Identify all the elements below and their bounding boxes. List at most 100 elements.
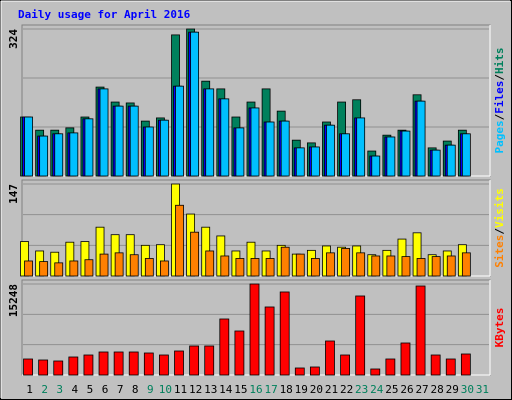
bar bbox=[385, 358, 396, 376]
legend-separator: / bbox=[493, 228, 506, 235]
bar bbox=[160, 119, 169, 177]
bar bbox=[24, 260, 33, 277]
bar bbox=[326, 124, 335, 177]
bar bbox=[279, 291, 290, 376]
bar bbox=[355, 295, 366, 376]
bar bbox=[356, 252, 366, 277]
x-tick-label: 9 bbox=[147, 383, 154, 396]
legend: KBytes bbox=[493, 308, 506, 348]
bar bbox=[310, 146, 320, 177]
bar bbox=[326, 252, 335, 277]
bar bbox=[461, 133, 471, 177]
bar bbox=[69, 132, 79, 177]
bar bbox=[53, 360, 64, 376]
x-tick-label: 8 bbox=[132, 383, 139, 396]
x-tick-label: 27 bbox=[415, 383, 428, 396]
bar bbox=[431, 149, 441, 177]
bar bbox=[144, 258, 154, 277]
x-tick-label: 19 bbox=[295, 383, 308, 396]
bar bbox=[189, 345, 200, 376]
x-tick-label: 15 bbox=[234, 383, 247, 396]
bar bbox=[204, 345, 215, 376]
x-tick-label: 30 bbox=[461, 383, 474, 396]
bar bbox=[69, 260, 79, 277]
bar bbox=[23, 358, 33, 376]
bar bbox=[54, 133, 64, 177]
y-tick-label: 15248 bbox=[7, 284, 20, 317]
bar bbox=[39, 261, 49, 277]
bar bbox=[371, 155, 381, 177]
bar bbox=[430, 354, 441, 376]
x-tick-label: 11 bbox=[174, 383, 187, 396]
bar bbox=[370, 368, 381, 376]
bar bbox=[190, 31, 200, 177]
bar bbox=[431, 256, 441, 277]
x-tick-label: 21 bbox=[325, 383, 338, 396]
x-tick-label: 1 bbox=[26, 383, 33, 396]
bar bbox=[129, 254, 139, 277]
x-tick-label: 5 bbox=[87, 383, 94, 396]
bar bbox=[39, 135, 49, 177]
bar bbox=[294, 367, 305, 376]
x-tick-label: 18 bbox=[280, 383, 293, 396]
x-tick-label: 23 bbox=[355, 383, 368, 396]
x-tick-label: 17 bbox=[264, 383, 277, 396]
bar bbox=[235, 127, 245, 177]
bar bbox=[416, 100, 426, 177]
bar bbox=[356, 117, 366, 177]
bar bbox=[220, 98, 230, 177]
bar bbox=[295, 253, 305, 277]
bar bbox=[265, 258, 275, 277]
bar bbox=[114, 252, 124, 277]
bar bbox=[84, 259, 94, 277]
x-tick-label: 24 bbox=[370, 383, 384, 396]
x-tick-label: 20 bbox=[310, 383, 323, 396]
bar bbox=[340, 354, 350, 376]
bar bbox=[175, 85, 184, 177]
x-tick-label: 26 bbox=[400, 383, 413, 396]
bar bbox=[295, 147, 305, 177]
legend-entry: KBytes bbox=[493, 308, 506, 348]
bar bbox=[175, 204, 184, 277]
bar bbox=[159, 354, 169, 376]
legend-entry: Sites bbox=[493, 235, 506, 268]
bar bbox=[84, 118, 94, 177]
bar bbox=[250, 107, 260, 177]
bar bbox=[401, 256, 411, 277]
bar bbox=[249, 283, 260, 376]
bar bbox=[54, 262, 64, 277]
legend-entry: Visits bbox=[493, 188, 506, 228]
x-tick-label: 10 bbox=[159, 383, 172, 396]
bar bbox=[160, 260, 169, 277]
bar bbox=[341, 133, 350, 177]
bar bbox=[445, 358, 456, 376]
bar bbox=[144, 126, 154, 177]
bar bbox=[113, 351, 124, 376]
bar bbox=[386, 136, 396, 177]
bar bbox=[400, 342, 411, 376]
x-tick-label: 2 bbox=[41, 383, 48, 396]
x-tick-label: 7 bbox=[117, 383, 124, 396]
bar bbox=[250, 258, 260, 277]
bar bbox=[219, 318, 230, 376]
bar bbox=[99, 253, 109, 277]
bar bbox=[309, 366, 320, 376]
x-tick-label: 16 bbox=[249, 383, 262, 396]
x-tick-label: 29 bbox=[446, 383, 459, 396]
bar bbox=[325, 340, 335, 376]
x-tick-label: 28 bbox=[431, 383, 444, 396]
x-tick-label: 31 bbox=[476, 383, 489, 396]
legend-separator: / bbox=[493, 113, 506, 120]
bar bbox=[174, 350, 184, 376]
bar bbox=[98, 351, 109, 376]
legend: Pages/Files/Hits bbox=[493, 48, 506, 154]
legend-entry: Hits bbox=[493, 48, 506, 75]
bar bbox=[460, 353, 471, 376]
bar bbox=[129, 105, 139, 177]
bar bbox=[446, 144, 456, 177]
bar bbox=[38, 359, 49, 376]
bar bbox=[68, 356, 79, 376]
bar bbox=[371, 255, 381, 277]
